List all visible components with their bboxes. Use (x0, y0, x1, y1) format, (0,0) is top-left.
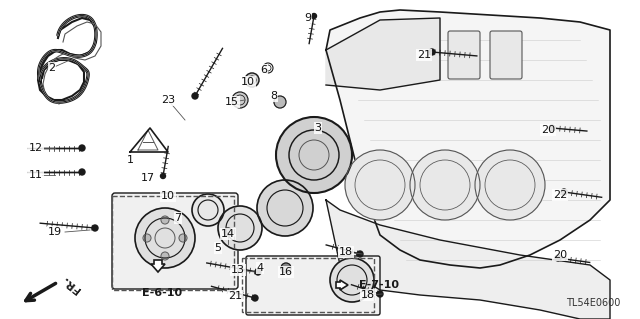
Text: 1: 1 (127, 155, 134, 165)
FancyBboxPatch shape (406, 31, 438, 79)
Circle shape (555, 255, 561, 261)
Text: 8: 8 (271, 91, 278, 101)
Text: 21: 21 (417, 50, 431, 60)
Circle shape (475, 150, 545, 220)
Circle shape (252, 295, 258, 301)
Polygon shape (326, 10, 610, 268)
Circle shape (92, 225, 98, 231)
Circle shape (429, 49, 435, 55)
Circle shape (245, 73, 259, 87)
FancyArrow shape (151, 260, 165, 272)
Circle shape (330, 258, 374, 302)
Circle shape (224, 228, 232, 236)
Text: 9: 9 (305, 13, 312, 23)
Circle shape (257, 180, 313, 236)
Circle shape (192, 194, 224, 226)
FancyBboxPatch shape (364, 31, 396, 79)
Circle shape (357, 251, 363, 257)
Polygon shape (326, 18, 440, 90)
Circle shape (276, 117, 352, 193)
Circle shape (161, 252, 169, 260)
FancyBboxPatch shape (490, 31, 522, 79)
Text: 21: 21 (228, 291, 242, 301)
FancyBboxPatch shape (112, 193, 238, 289)
Circle shape (281, 263, 291, 273)
Text: 5: 5 (214, 243, 221, 253)
FancyBboxPatch shape (448, 31, 480, 79)
Circle shape (135, 208, 195, 268)
Circle shape (161, 174, 166, 179)
Text: 3: 3 (314, 123, 321, 133)
FancyArrow shape (336, 280, 348, 290)
Text: 10: 10 (161, 191, 175, 201)
Text: 7: 7 (175, 213, 182, 223)
Text: 17: 17 (141, 173, 155, 183)
Circle shape (312, 13, 317, 19)
Text: 4: 4 (257, 263, 264, 273)
Text: 18: 18 (339, 247, 353, 257)
Circle shape (410, 150, 480, 220)
Text: 10: 10 (241, 77, 255, 87)
FancyBboxPatch shape (246, 256, 380, 315)
Text: 22: 22 (553, 190, 567, 200)
Text: 12: 12 (29, 143, 43, 153)
Text: E-7-10: E-7-10 (359, 280, 399, 290)
Text: E-6-10: E-6-10 (142, 288, 182, 298)
Circle shape (549, 125, 555, 131)
Text: 20: 20 (541, 125, 555, 135)
Text: FR.: FR. (60, 274, 83, 294)
Circle shape (274, 96, 286, 108)
Text: 18: 18 (361, 290, 375, 300)
Circle shape (218, 206, 262, 250)
Circle shape (255, 269, 261, 275)
Polygon shape (326, 200, 610, 319)
Circle shape (561, 189, 567, 195)
Text: 14: 14 (221, 229, 235, 239)
Text: 15: 15 (225, 97, 239, 107)
Text: 6: 6 (260, 65, 268, 75)
Circle shape (345, 150, 415, 220)
Text: 16: 16 (279, 267, 293, 277)
Circle shape (377, 291, 383, 297)
Circle shape (232, 92, 248, 108)
Text: 2: 2 (49, 63, 56, 73)
Text: TL54E0600: TL54E0600 (566, 298, 620, 308)
Circle shape (143, 234, 151, 242)
Text: 19: 19 (48, 227, 62, 237)
Text: 13: 13 (231, 265, 245, 275)
Circle shape (79, 145, 85, 151)
Text: 23: 23 (161, 95, 175, 105)
Circle shape (192, 93, 198, 99)
Circle shape (79, 169, 85, 175)
Text: 20: 20 (553, 250, 567, 260)
Circle shape (161, 216, 169, 224)
Circle shape (179, 234, 187, 242)
Text: 11: 11 (29, 170, 43, 180)
